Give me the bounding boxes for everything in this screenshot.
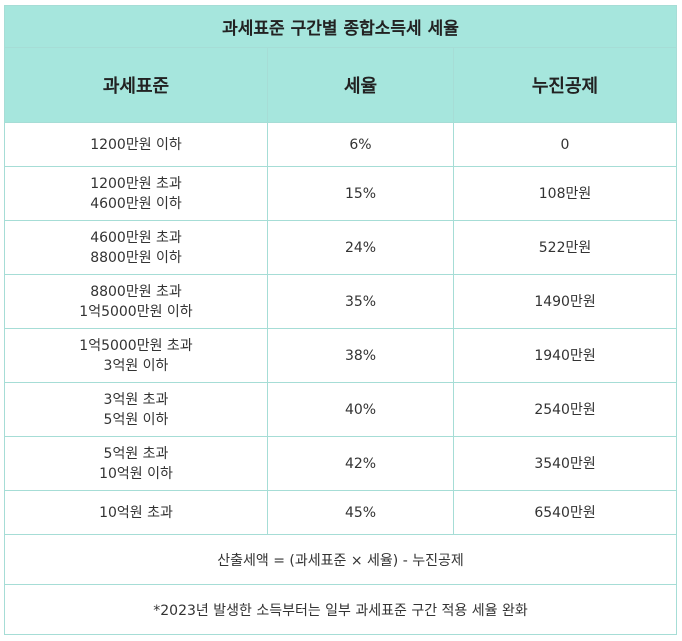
bracket-line: 10억원 이하	[99, 465, 173, 482]
deduction-cell: 3540만원	[452, 436, 678, 491]
formula-row: 산출세액 = (과세표준 × 세율) - 누진공제	[3, 534, 678, 585]
table-row: 4600만원 초과 8800만원 이하 24% 522만원	[4, 220, 678, 275]
bracket-line: 1200만원 초과	[90, 175, 182, 192]
bracket-cell: 8800만원 초과 1억5000만원 이하	[4, 274, 268, 329]
bracket-line: 1억5000만원 이하	[79, 303, 193, 320]
deduction-cell: 108만원	[452, 166, 678, 221]
table-row: 1200만원 초과 4600만원 이하 15% 108만원	[4, 166, 678, 221]
bracket-cell: 1200만원 이하	[4, 122, 268, 167]
bracket-line: 10억원 초과	[99, 504, 173, 521]
deduction-cell: 1490만원	[452, 274, 678, 329]
bracket-line: 4600만원 이하	[90, 195, 182, 212]
rate-cell: 45%	[267, 490, 454, 535]
header-rate: 세율	[267, 47, 454, 123]
bracket-line: 8800만원 초과	[90, 283, 182, 300]
tax-rate-table: 과세표준 구간별 종합소득세 세율 과세표준 세율 누진공제 1200만원 이하…	[3, 5, 678, 635]
rate-cell: 42%	[267, 436, 454, 491]
rate-cell: 40%	[267, 382, 454, 437]
rate-cell: 6%	[267, 122, 454, 167]
footnote-text: *2023년 발생한 소득부터는 일부 과세표준 구간 적용 세율 완화	[3, 584, 678, 635]
bracket-cell: 1200만원 초과 4600만원 이하	[4, 166, 268, 221]
header-deduction: 누진공제	[452, 47, 678, 123]
deduction-cell: 1940만원	[452, 328, 678, 383]
table-row: 3억원 초과 5억원 이하 40% 2540만원	[4, 382, 678, 437]
bracket-cell: 5억원 초과 10억원 이하	[4, 436, 268, 491]
bracket-cell: 3억원 초과 5억원 이하	[4, 382, 268, 437]
bracket-cell: 10억원 초과	[4, 490, 268, 535]
table-row: 10억원 초과 45% 6540만원	[4, 490, 678, 535]
bracket-line: 4600만원 초과	[90, 229, 182, 246]
bracket-line: 1억5000만원 초과	[79, 337, 193, 354]
bracket-line: 1200만원 이하	[90, 136, 182, 153]
table-row: 1억5000만원 초과 3억원 이하 38% 1940만원	[4, 328, 678, 383]
deduction-cell: 2540만원	[452, 382, 678, 437]
bracket-cell: 4600만원 초과 8800만원 이하	[4, 220, 268, 275]
rate-cell: 15%	[267, 166, 454, 221]
note-row: *2023년 발생한 소득부터는 일부 과세표준 구간 적용 세율 완화	[3, 584, 678, 635]
tax-rate-table-container: 과세표준 구간별 종합소득세 세율 과세표준 세율 누진공제 1200만원 이하…	[3, 5, 678, 635]
deduction-cell: 0	[452, 122, 678, 167]
formula-text: 산출세액 = (과세표준 × 세율) - 누진공제	[3, 534, 678, 585]
table-row: 5억원 초과 10억원 이하 42% 3540만원	[4, 436, 678, 491]
deduction-cell: 522만원	[452, 220, 678, 275]
deduction-cell: 6540만원	[452, 490, 678, 535]
table-row: 8800만원 초과 1억5000만원 이하 35% 1490만원	[4, 274, 678, 329]
bracket-line: 8800만원 이하	[90, 249, 182, 266]
bracket-line: 3억원 초과	[103, 391, 169, 408]
bracket-line: 3억원 이하	[103, 357, 169, 374]
table-title: 과세표준 구간별 종합소득세 세율	[3, 5, 678, 48]
rate-cell: 24%	[267, 220, 454, 275]
table-row: 1200만원 이하 6% 0	[4, 122, 678, 167]
rate-cell: 38%	[267, 328, 454, 383]
table-title-row: 과세표준 구간별 종합소득세 세율	[3, 5, 678, 48]
bracket-line: 5억원 이하	[103, 411, 169, 428]
bracket-line: 5억원 초과	[103, 445, 169, 462]
header-bracket: 과세표준	[4, 47, 268, 123]
bracket-cell: 1억5000만원 초과 3억원 이하	[4, 328, 268, 383]
table-header-row: 과세표준 세율 누진공제	[4, 47, 678, 123]
rate-cell: 35%	[267, 274, 454, 329]
